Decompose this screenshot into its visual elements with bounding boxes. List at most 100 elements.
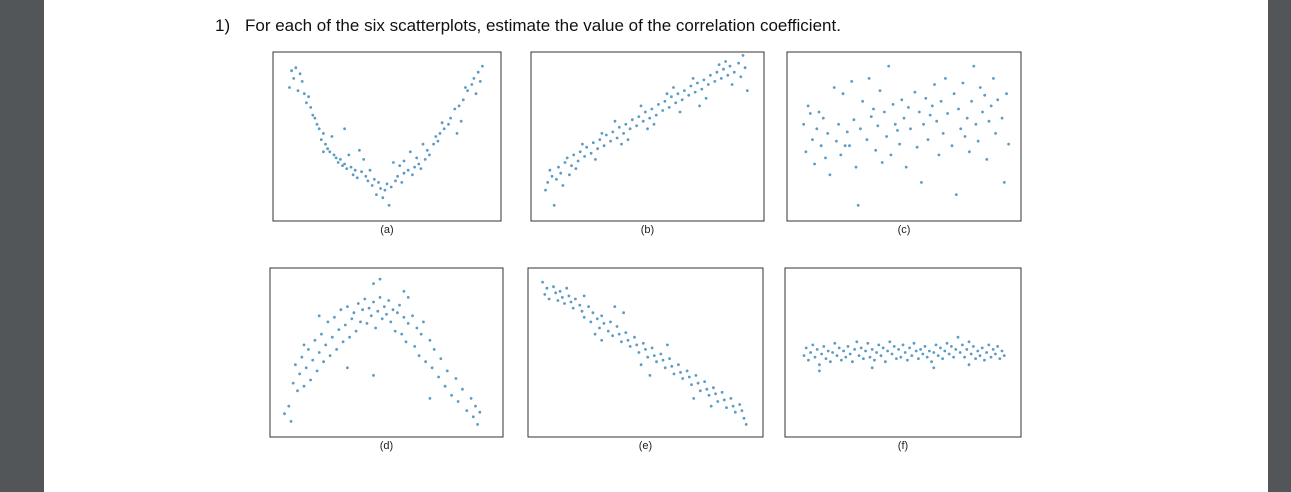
data-point (570, 164, 573, 168)
data-point (844, 355, 848, 359)
data-point (375, 193, 378, 197)
data-point (670, 95, 673, 99)
data-point (307, 348, 310, 351)
data-point (728, 64, 732, 68)
data-point (339, 158, 342, 161)
data-point (652, 354, 656, 357)
data-point (560, 296, 564, 299)
data-point (943, 349, 947, 353)
data-point (939, 346, 942, 350)
data-point (628, 345, 632, 348)
data-point (899, 355, 903, 359)
data-point (622, 132, 625, 135)
data-point (717, 63, 721, 66)
data-point (895, 357, 898, 360)
data-point (302, 92, 306, 96)
data-point (720, 390, 724, 394)
data-point (972, 345, 975, 348)
data-point (296, 389, 299, 393)
data-point (304, 366, 308, 370)
data-point (661, 358, 665, 362)
data-point (453, 107, 457, 111)
data-point (328, 354, 332, 357)
data-point (582, 315, 586, 319)
data-point (824, 156, 827, 160)
data-point (681, 377, 685, 380)
data-point (944, 77, 947, 80)
data-point (324, 142, 327, 146)
data-point (657, 103, 660, 106)
data-point (909, 127, 912, 131)
data-point (587, 305, 590, 308)
data-point (923, 345, 927, 348)
data-point (411, 173, 414, 177)
data-point (900, 98, 904, 102)
data-point (436, 139, 440, 143)
data-point (866, 341, 870, 345)
data-point (967, 340, 971, 344)
data-point (474, 92, 478, 96)
data-point (583, 155, 586, 158)
data-point (552, 203, 556, 207)
data-point (406, 322, 410, 325)
data-point (363, 297, 367, 301)
data-point (861, 99, 864, 103)
data-point (815, 127, 819, 131)
data-point (932, 366, 936, 370)
data-point (887, 64, 891, 68)
data-point (709, 73, 712, 77)
document-page: 1) For each of the six scatterplots, esti… (44, 0, 1268, 492)
data-point (419, 167, 423, 171)
data-point (661, 109, 665, 112)
data-point (676, 92, 680, 96)
data-point (989, 104, 993, 108)
data-point (440, 121, 444, 125)
data-point (333, 315, 336, 319)
data-point (743, 66, 747, 70)
data-point (678, 110, 682, 114)
data-point (925, 355, 929, 359)
data-point (391, 308, 395, 312)
data-point (287, 404, 291, 408)
data-point (950, 345, 953, 348)
plot-caption: (b) (641, 224, 654, 236)
data-point (571, 306, 575, 310)
question-text: 1) For each of the six scatterplots, esti… (215, 16, 841, 36)
data-point (821, 116, 825, 120)
data-point (976, 349, 980, 353)
data-point (884, 360, 887, 364)
data-point (922, 122, 925, 126)
data-point (639, 363, 643, 367)
data-point (567, 294, 571, 298)
plot-frame (530, 51, 765, 222)
data-point (317, 351, 321, 354)
data-point (996, 345, 999, 348)
data-point (600, 132, 604, 135)
data-point (689, 84, 693, 88)
data-point (663, 366, 667, 370)
data-point (954, 193, 958, 197)
data-point (620, 142, 623, 146)
data-point (811, 138, 814, 142)
data-point (541, 280, 544, 284)
data-point (378, 277, 382, 281)
scatterplot-grid: (a) (b) (c) (d) (e) (f) (269, 51, 1022, 452)
data-point (904, 165, 908, 169)
data-point (745, 89, 749, 92)
data-point (633, 335, 636, 339)
data-point (290, 69, 293, 73)
data-point (385, 182, 389, 186)
data-point (630, 118, 634, 122)
data-point (970, 99, 973, 103)
data-point (870, 348, 874, 351)
data-point (637, 115, 641, 118)
data-point (983, 93, 987, 97)
plot-frame (272, 51, 502, 222)
data-point (1007, 142, 1010, 146)
data-point (930, 104, 934, 108)
data-point (665, 92, 669, 96)
data-point (423, 158, 427, 161)
data-point (351, 173, 355, 177)
data-point (835, 354, 839, 357)
data-point (443, 384, 447, 388)
